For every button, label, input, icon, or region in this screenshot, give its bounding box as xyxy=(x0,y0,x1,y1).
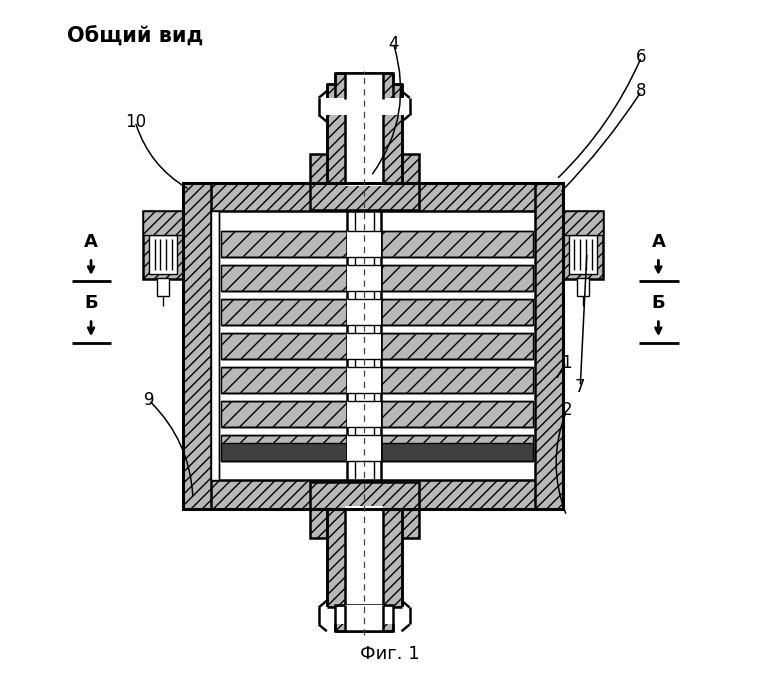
Bar xyxy=(347,231,381,257)
Bar xyxy=(347,367,381,393)
Text: А: А xyxy=(651,233,665,251)
Text: 9: 9 xyxy=(144,391,154,409)
Bar xyxy=(319,608,410,625)
Bar xyxy=(347,299,381,325)
Text: 8: 8 xyxy=(636,82,647,100)
FancyArrowPatch shape xyxy=(558,365,565,377)
Bar xyxy=(381,299,534,325)
Bar xyxy=(381,333,534,359)
Bar xyxy=(347,333,381,359)
Bar xyxy=(221,435,347,461)
Bar xyxy=(221,291,347,299)
Text: Общий вид: Общий вид xyxy=(67,27,204,47)
FancyArrowPatch shape xyxy=(136,125,187,188)
Bar xyxy=(327,84,402,183)
Text: 2: 2 xyxy=(562,401,572,419)
FancyArrowPatch shape xyxy=(562,93,640,191)
Bar xyxy=(335,606,393,632)
Bar xyxy=(347,265,381,291)
Bar xyxy=(381,393,534,401)
Bar xyxy=(563,212,603,235)
Text: 7: 7 xyxy=(575,377,586,396)
Bar xyxy=(577,278,589,297)
Bar xyxy=(221,257,347,265)
Text: 1: 1 xyxy=(562,354,572,372)
Bar xyxy=(221,325,347,333)
Bar xyxy=(381,231,534,257)
Bar xyxy=(346,606,383,632)
Bar xyxy=(211,212,535,480)
Bar xyxy=(221,443,347,461)
Bar xyxy=(183,183,563,212)
Bar xyxy=(310,482,419,538)
Bar xyxy=(144,212,183,235)
Bar xyxy=(144,212,183,279)
Bar xyxy=(381,257,534,265)
Bar xyxy=(569,235,597,274)
Bar xyxy=(157,278,169,297)
Bar xyxy=(221,393,347,401)
Bar xyxy=(347,212,381,480)
Bar xyxy=(346,506,383,611)
Bar xyxy=(183,183,211,509)
Bar xyxy=(221,359,347,367)
Text: Б: Б xyxy=(84,294,98,312)
FancyArrowPatch shape xyxy=(556,413,566,513)
Bar xyxy=(211,212,219,480)
Bar xyxy=(327,509,402,608)
Bar xyxy=(310,154,419,210)
FancyArrowPatch shape xyxy=(151,402,193,496)
Bar xyxy=(346,73,383,99)
Bar xyxy=(347,401,381,427)
Bar xyxy=(381,427,534,435)
Text: 10: 10 xyxy=(125,112,146,131)
Text: Фиг. 1: Фиг. 1 xyxy=(360,645,420,663)
Bar xyxy=(381,401,534,427)
Text: Б: Б xyxy=(651,294,665,312)
Bar xyxy=(319,98,410,115)
Bar xyxy=(381,291,534,299)
Bar xyxy=(221,427,347,435)
Bar xyxy=(335,73,393,99)
Text: 6: 6 xyxy=(636,48,647,66)
Bar xyxy=(221,299,347,325)
Bar xyxy=(221,367,347,393)
Bar xyxy=(381,367,534,393)
Bar xyxy=(183,183,563,509)
Bar xyxy=(381,359,534,367)
Bar xyxy=(563,212,603,279)
Text: А: А xyxy=(84,233,98,251)
FancyArrowPatch shape xyxy=(373,46,401,174)
Text: 4: 4 xyxy=(388,34,399,53)
Bar xyxy=(221,401,347,427)
Bar xyxy=(381,435,534,461)
Bar xyxy=(221,231,347,257)
FancyArrowPatch shape xyxy=(580,255,587,384)
Bar xyxy=(221,333,347,359)
Bar xyxy=(183,480,563,509)
Bar xyxy=(535,183,563,509)
FancyArrowPatch shape xyxy=(558,60,640,177)
Bar xyxy=(347,435,381,461)
Bar xyxy=(381,265,534,291)
Bar xyxy=(381,325,534,333)
Bar xyxy=(149,235,177,274)
Bar xyxy=(346,84,383,186)
Bar xyxy=(221,265,347,291)
Bar xyxy=(381,443,534,461)
